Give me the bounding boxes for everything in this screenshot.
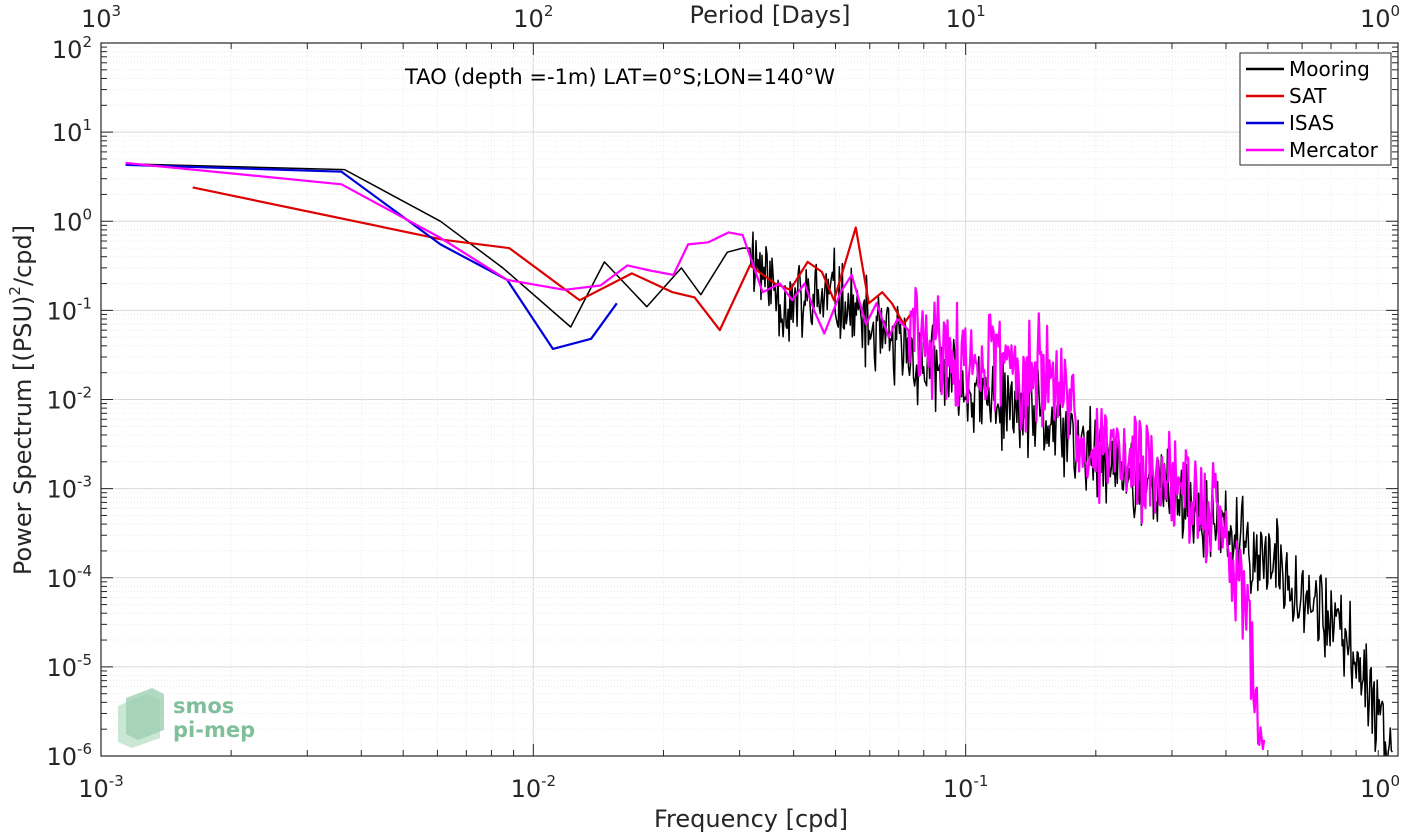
- axis-ticks: 10-3 10-2 10-1 100 10-6 10-5 10-4 10-3 10-2 10-1 1…: [46, 2, 1400, 803]
- logo-shape-front: [126, 688, 164, 740]
- legend-label-mooring: Mooring: [1289, 57, 1370, 81]
- y-tick-label: 10-3: [46, 473, 92, 504]
- series-layer: [125, 161, 1393, 756]
- smos-pi-mep-logo: smos pi-mep: [118, 688, 255, 748]
- y-axis-label-main: Power Spectrum [(PSU): [9, 296, 37, 575]
- y-tick-label: 10-1: [46, 294, 92, 325]
- x-tick-label: 10-3: [78, 772, 124, 803]
- y-tick-label: 10-2: [46, 384, 92, 415]
- y-axis-label-exponent: 2: [6, 286, 24, 296]
- logo-line2: pi-mep: [173, 718, 255, 742]
- legend-label-isas: ISAS: [1289, 111, 1334, 135]
- x-tick-label: 10-1: [943, 772, 989, 803]
- legend-label-mercator: Mercator: [1289, 138, 1379, 162]
- series-line-mercator: [125, 161, 1266, 751]
- legend-box: [1239, 52, 1392, 166]
- svg-text:Power Spectrum [(PSU)2/cpd]: Power Spectrum [(PSU)2/cpd]: [6, 225, 37, 575]
- legend: Mooring SAT ISAS Mercator: [1239, 52, 1392, 166]
- top-tick-label: 100: [1360, 2, 1400, 33]
- chart-annotation: TAO (depth =-1m) LAT=0°S;LON=140°W: [404, 65, 835, 89]
- x-tick-label: 10-2: [511, 772, 557, 803]
- y-axis-label: Power Spectrum [(PSU)2/cpd]: [6, 225, 37, 575]
- logo-line1: smos: [173, 694, 234, 718]
- x-tick-label: 100: [1360, 772, 1400, 803]
- y-axis-label-tail: /cpd]: [9, 225, 37, 286]
- top-tick-label: 101: [946, 2, 986, 33]
- top-tick-label: 103: [81, 2, 121, 33]
- y-tick-label: 10-5: [46, 651, 92, 682]
- top-tick-label: 102: [513, 2, 553, 33]
- y-tick-label: 10-6: [46, 740, 92, 771]
- y-tick-label: 100: [52, 205, 92, 236]
- y-tick-label: 102: [52, 33, 92, 64]
- y-tick-label: 101: [52, 116, 92, 147]
- y-tick-label: 10-4: [46, 562, 92, 593]
- legend-label-sat: SAT: [1289, 84, 1327, 108]
- top-axis-label: Period [Days]: [689, 1, 850, 29]
- series-line-mooring: [125, 163, 1393, 756]
- x-axis-label: Frequency [cpd]: [654, 805, 848, 833]
- plot-area: [125, 161, 1393, 756]
